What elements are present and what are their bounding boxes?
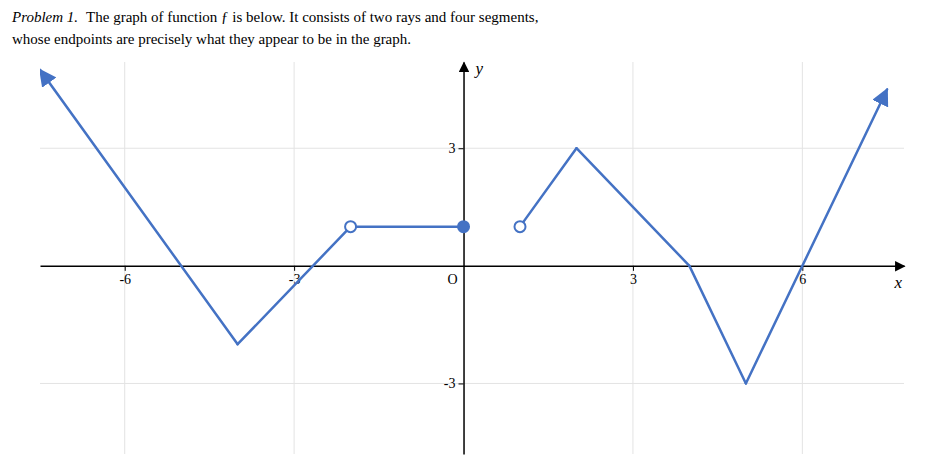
tick-mark bbox=[633, 266, 634, 271]
function-line bbox=[520, 148, 576, 226]
tick-label: 3 bbox=[449, 141, 456, 156]
tick: -3 bbox=[444, 376, 464, 391]
grid-line bbox=[124, 62, 125, 454]
x-axis: -6-336 bbox=[41, 266, 905, 287]
subtitle: The graph of function ƒ is below. It con… bbox=[86, 9, 538, 25]
grid-line bbox=[40, 148, 904, 149]
axis-line bbox=[463, 63, 465, 455]
grid-line bbox=[802, 62, 803, 454]
tick: -6 bbox=[119, 266, 131, 287]
subtitle: whose endpoints are precisely what they … bbox=[12, 31, 411, 47]
axis-line bbox=[41, 266, 905, 268]
chart: Problem 1. The graph of function ƒ is bel… bbox=[0, 0, 934, 470]
tick: 3 bbox=[449, 141, 464, 156]
open-point bbox=[515, 221, 526, 232]
tick-mark bbox=[459, 383, 464, 384]
y-axis: -3 3 bbox=[444, 63, 464, 455]
function-line bbox=[351, 225, 464, 228]
function-line bbox=[40, 70, 238, 344]
function-line bbox=[746, 89, 887, 383]
y-axis-label: y bbox=[474, 59, 484, 78]
tick: 3 bbox=[630, 266, 637, 287]
grid-line bbox=[294, 62, 295, 454]
function-line bbox=[689, 266, 745, 384]
grid-line bbox=[632, 62, 633, 454]
header: Problem 1. The graph of function ƒ is bel… bbox=[11, 9, 538, 47]
open-point bbox=[345, 221, 356, 232]
plot-area bbox=[40, 70, 887, 384]
tick-label: 3 bbox=[630, 272, 637, 287]
tick-label: -3 bbox=[444, 376, 456, 391]
x-axis-label: x bbox=[893, 273, 902, 292]
origin-label: O bbox=[447, 272, 457, 287]
tick-mark bbox=[294, 266, 295, 271]
function-line bbox=[238, 227, 351, 345]
grid bbox=[40, 62, 904, 454]
tick-mark bbox=[125, 266, 126, 271]
tick-label: -6 bbox=[119, 272, 131, 287]
tick-label: 6 bbox=[799, 272, 806, 287]
closed-point bbox=[458, 221, 469, 232]
tick-mark bbox=[459, 148, 464, 149]
grid-line bbox=[40, 383, 904, 384]
function-line bbox=[576, 148, 689, 266]
title: Problem 1. bbox=[11, 9, 78, 25]
